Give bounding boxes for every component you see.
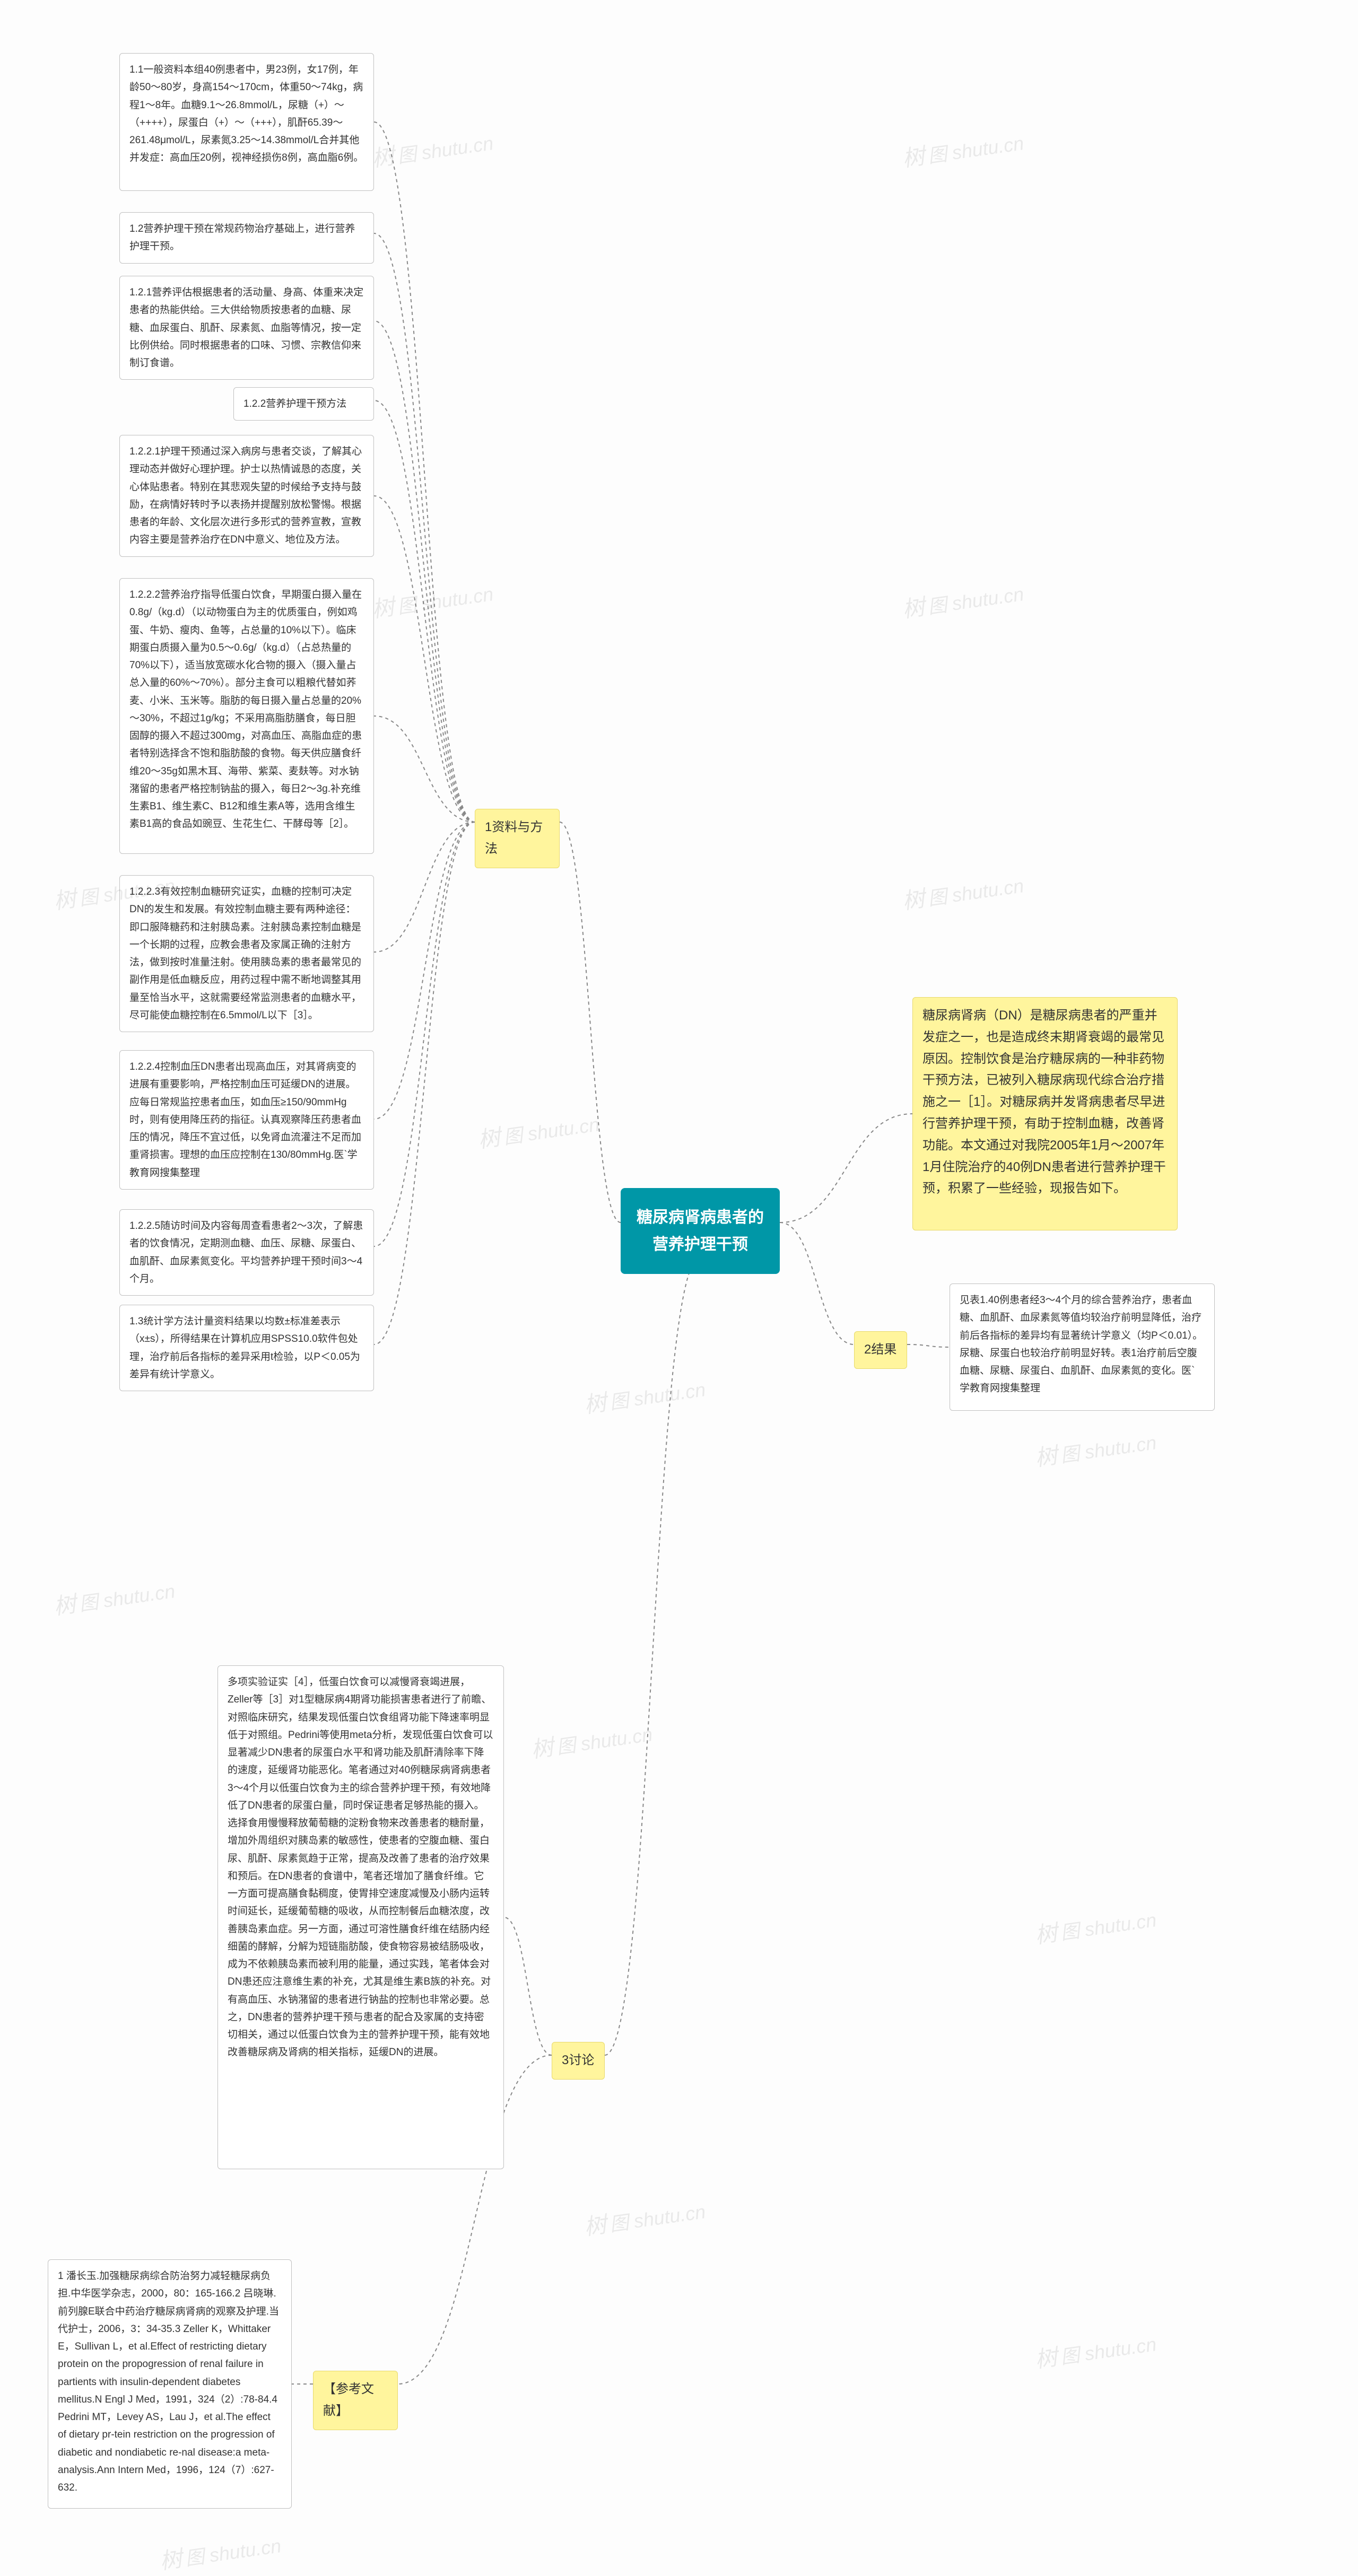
node-discuss-1[interactable]: 多项实验证实［4］，低蛋白饮食可以减慢肾衰竭进展，Zeller等［3］对1型糖尿…: [217, 1665, 504, 2169]
node-result-1[interactable]: 见表1.40例患者经3～4个月的综合营养治疗，患者血糖、血肌酐、血尿素氮等值均较…: [950, 1283, 1215, 1411]
node-root[interactable]: 糖尿病肾病患者的营养护理干预: [621, 1188, 780, 1274]
connector: [907, 1344, 950, 1347]
node-ref-1[interactable]: 1 潘长玉.加强糖尿病综合防治努力减轻糖尿病负担.中华医学杂志，2000，80：…: [48, 2259, 292, 2509]
node-discuss[interactable]: 3讨论: [552, 2042, 605, 2080]
connector: [374, 716, 475, 822]
connector: [374, 233, 475, 822]
connector: [504, 1917, 552, 2055]
node-m9[interactable]: 1.2.2.5随访时间及内容每周查看患者2～3次，了解患者的饮食情况，定期测血糖…: [119, 1209, 374, 1296]
node-m2[interactable]: 1.2营养护理干预在常规药物治疗基础上，进行营养护理干预。: [119, 212, 374, 264]
connector: [374, 822, 475, 1344]
node-m8[interactable]: 1.2.2.4控制血压DN患者出现高血压，对其肾病变的进展有重要影响，严格控制血…: [119, 1050, 374, 1190]
connector: [374, 822, 475, 1119]
connector: [560, 822, 621, 1222]
connector: [780, 1114, 912, 1222]
node-m1[interactable]: 1.1一般资料本组40例患者中，男23例，女17例，年龄50～80岁，身高154…: [119, 53, 374, 191]
node-m7[interactable]: 1.2.2.3有效控制血糖研究证实，血糖的控制可决定DN的发生和发展。有效控制血…: [119, 875, 374, 1032]
node-method[interactable]: 1资料与方法: [475, 809, 560, 868]
connector: [780, 1222, 854, 1344]
connector: [374, 321, 475, 822]
node-m10[interactable]: 1.3统计学方法计量资料结果以均数±标准差表示（x±s），所得结果在计算机应用S…: [119, 1305, 374, 1391]
connector: [605, 1257, 700, 2055]
node-result[interactable]: 2结果: [854, 1331, 907, 1369]
node-m4[interactable]: 1.2.2营养护理干预方法: [233, 387, 374, 421]
connector: [374, 400, 475, 822]
node-m5[interactable]: 1.2.2.1护理干预通过深入病房与患者交谈，了解其心理动态并做好心理护理。护士…: [119, 435, 374, 557]
node-m6[interactable]: 1.2.2.2营养治疗指导低蛋白饮食，早期蛋白摄入量在0.8g/（kg.d）（以…: [119, 578, 374, 854]
connector: [374, 496, 475, 822]
connector: [374, 122, 475, 822]
node-intro[interactable]: 糖尿病肾病（DN）是糖尿病患者的严重并发症之一，也是造成终末期肾衰竭的最常见原因…: [912, 997, 1178, 1230]
node-m3[interactable]: 1.2.1营养评估根据患者的活动量、身高、体重来决定患者的热能供给。三大供给物质…: [119, 276, 374, 380]
node-ref[interactable]: 【参考文献】: [313, 2371, 398, 2430]
